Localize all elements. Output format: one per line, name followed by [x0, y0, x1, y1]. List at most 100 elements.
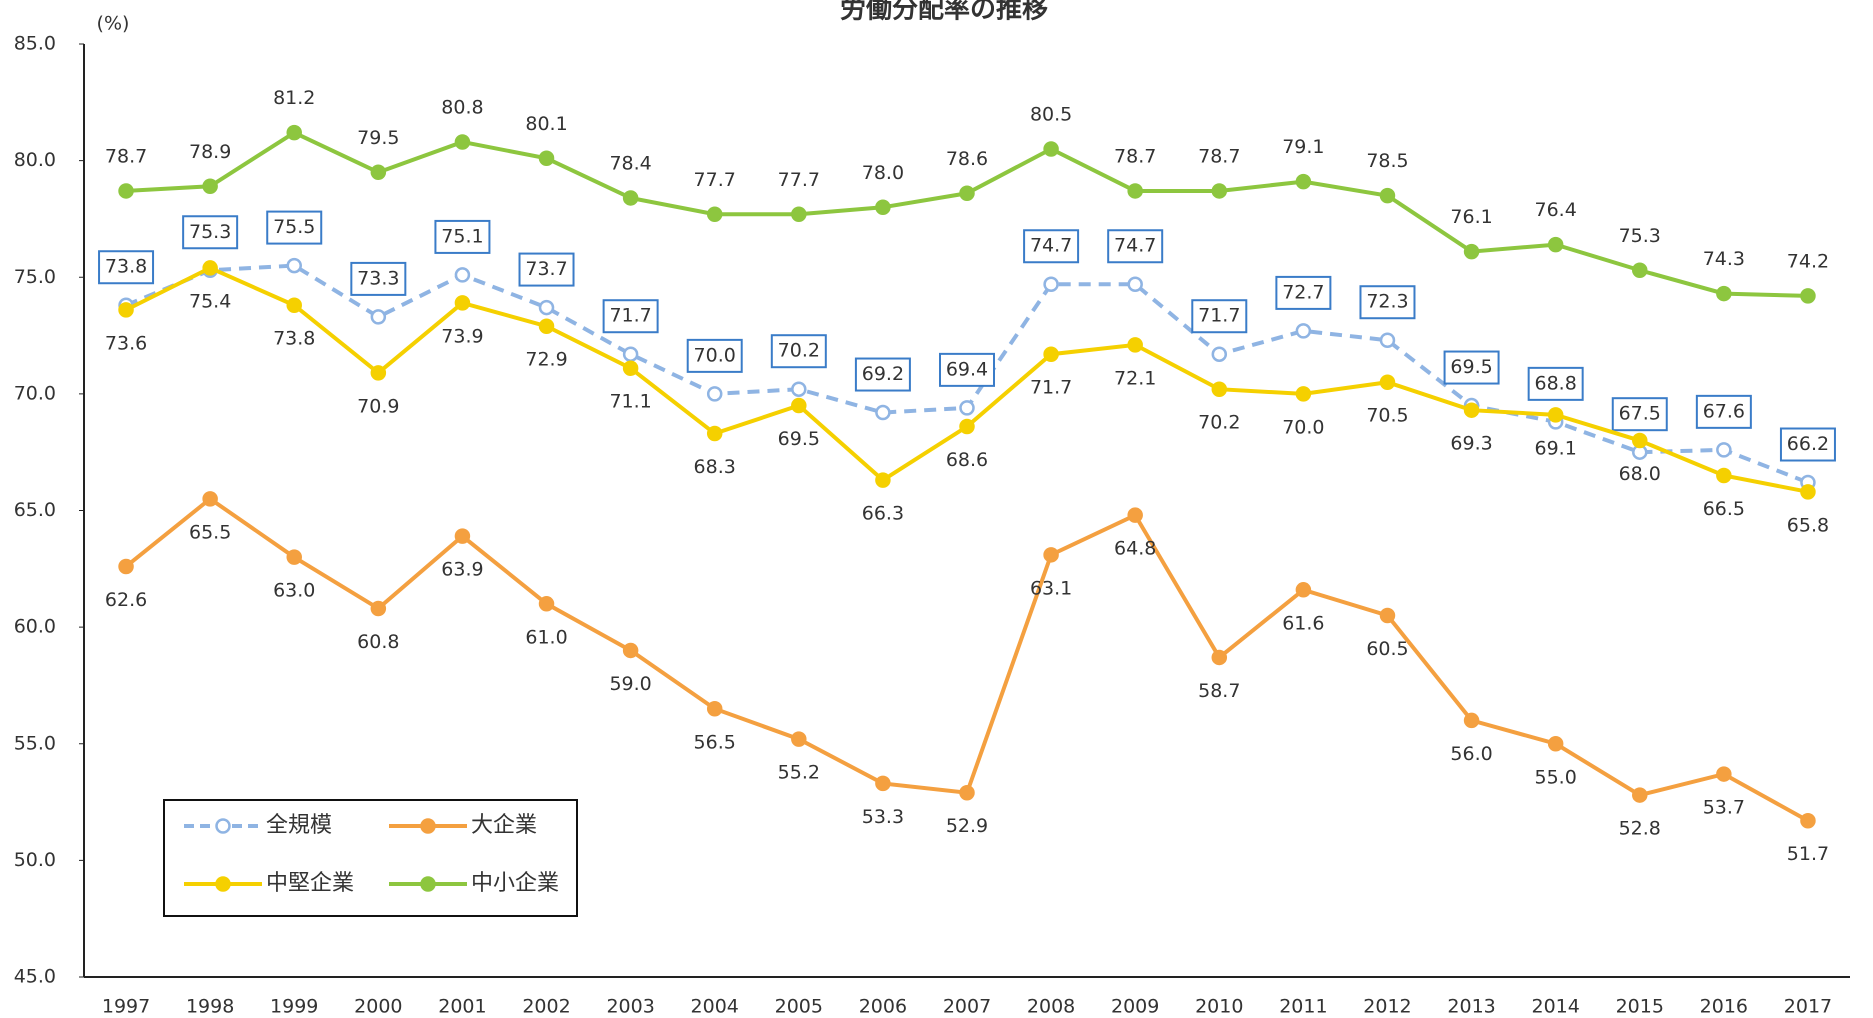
data-point: [370, 164, 387, 181]
data-point: [118, 302, 134, 318]
data-point: [1043, 276, 1059, 292]
x-tick-label: 2012: [1363, 996, 1411, 1018]
value-label: 63.9: [441, 559, 483, 581]
data-point: [286, 124, 302, 141]
value-label: 78.0: [862, 162, 904, 184]
value-label: 60.5: [1366, 638, 1408, 660]
y-tick-label: 65.0: [14, 499, 56, 521]
data-point: [791, 397, 807, 414]
legend-label: 大企業: [471, 813, 537, 838]
value-label: 79.5: [357, 127, 399, 149]
data-point: [454, 295, 471, 311]
data-point: [622, 360, 639, 376]
value-label: 74.7: [1030, 235, 1072, 257]
data-point: [706, 701, 723, 717]
data-point: [1127, 276, 1143, 292]
data-point: [118, 558, 134, 575]
data-point: [1295, 386, 1312, 402]
value-label: 68.3: [694, 456, 736, 478]
data-point: [1547, 736, 1564, 752]
value-label-box: [770, 334, 827, 369]
value-label-box: [1527, 366, 1584, 401]
value-label-box: [1107, 229, 1164, 264]
value-label: 75.1: [441, 225, 483, 247]
value-label: 70.0: [1282, 416, 1324, 438]
value-label: 70.2: [1198, 412, 1240, 434]
data-point: [454, 267, 471, 283]
data-point: [286, 549, 302, 565]
data-point: [1463, 402, 1480, 418]
value-label: 72.3: [1366, 291, 1408, 313]
value-label: 73.8: [105, 256, 147, 278]
value-label: 51.7: [1787, 843, 1829, 865]
value-label-box: [266, 210, 323, 245]
value-label: 77.7: [694, 169, 736, 191]
value-label-box: [182, 215, 239, 250]
value-label: 70.2: [778, 340, 820, 362]
value-label: 63.0: [273, 580, 315, 602]
value-label: 75.3: [1619, 225, 1661, 247]
legend-marker: [215, 876, 231, 892]
value-label-box: [1275, 275, 1332, 310]
data-point: [706, 386, 723, 402]
data-point: [959, 418, 975, 435]
value-label: 76.4: [1535, 199, 1577, 221]
x-tick-label: 2013: [1447, 996, 1495, 1018]
x-tick-label: 2007: [943, 996, 991, 1018]
data-point: [370, 600, 387, 617]
x-tick-label: 2001: [438, 996, 486, 1018]
data-point: [454, 528, 471, 544]
value-label: 70.0: [694, 344, 736, 366]
value-label: 55.0: [1535, 766, 1577, 788]
value-label-box: [686, 338, 743, 373]
x-tick-label: 2014: [1531, 996, 1579, 1018]
legend-marker: [215, 818, 231, 834]
value-label: 53.3: [862, 806, 904, 828]
data-point: [875, 404, 891, 421]
legend-label: 中小企業: [471, 871, 559, 896]
data-point: [1379, 332, 1396, 348]
x-tick-label: 2017: [1784, 996, 1832, 1018]
data-point: [1716, 285, 1732, 302]
data-point: [1547, 236, 1564, 253]
data-point: [622, 190, 639, 206]
data-point: [1295, 582, 1312, 598]
data-point: [1043, 141, 1059, 157]
x-tick-label: 2006: [859, 996, 907, 1018]
y-tick-label: 70.0: [14, 382, 56, 404]
x-tick-label: 2005: [775, 996, 823, 1018]
x-tick-label: 1998: [186, 996, 234, 1018]
value-label-box: [1695, 394, 1752, 429]
data-point: [370, 365, 387, 381]
value-label: 65.8: [1787, 514, 1829, 536]
value-label: 75.4: [189, 290, 231, 312]
value-label: 80.5: [1030, 103, 1072, 125]
value-label: 72.7: [1282, 281, 1324, 303]
y-tick-label: 85.0: [14, 33, 56, 55]
value-label-box: [854, 357, 911, 392]
value-label: 56.5: [694, 731, 736, 753]
value-label: 73.9: [441, 325, 483, 347]
value-label: 67.6: [1703, 400, 1745, 422]
value-label: 72.1: [1114, 367, 1156, 389]
value-label: 72.9: [525, 349, 567, 371]
value-label: 55.2: [778, 762, 820, 784]
data-point: [875, 472, 891, 488]
value-label: 66.3: [862, 503, 904, 525]
data-point: [1547, 407, 1564, 423]
data-point: [1211, 183, 1228, 199]
value-label-box: [434, 219, 491, 254]
value-label: 78.5: [1366, 150, 1408, 172]
y-tick-label: 60.0: [14, 616, 56, 638]
data-point: [959, 185, 975, 202]
value-label: 56.0: [1450, 743, 1492, 765]
value-label: 70.5: [1366, 405, 1408, 427]
y-axis-label: (%): [97, 13, 130, 35]
value-label-box: [1359, 285, 1416, 320]
y-tick-label: 75.0: [14, 266, 56, 288]
value-label-box: [1443, 350, 1500, 385]
data-point: [1211, 381, 1228, 397]
data-point: [1127, 337, 1143, 353]
value-label: 73.6: [105, 332, 147, 354]
